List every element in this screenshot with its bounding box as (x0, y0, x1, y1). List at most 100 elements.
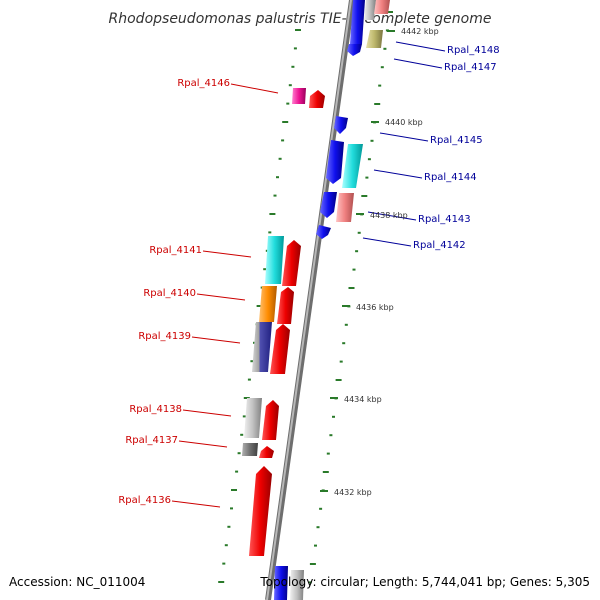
left-gene-labels: Rpal_4146 Rpal_4141 Rpal_4140 Rpal_4139 … (118, 78, 279, 508)
tick-mark (242, 415, 246, 418)
gene-block[interactable] (252, 322, 272, 372)
tick-mark (308, 581, 312, 584)
right-gene-labels: Rpal_4148 Rpal_4147 Rpal_4145 Rpal_4144 … (362, 41, 500, 251)
gene-block[interactable] (270, 324, 290, 374)
gene-label-rpal-4147[interactable]: Rpal_4147 (444, 62, 497, 73)
left-gene-features (242, 88, 325, 556)
tick-mark (295, 29, 301, 31)
gene-label-rpal-4139[interactable]: Rpal_4139 (138, 331, 191, 342)
gene-block[interactable] (249, 466, 272, 556)
tick-mark (222, 562, 226, 565)
tick-mark (316, 526, 320, 529)
tick-mark (335, 379, 342, 381)
gene-label-rpal-4146[interactable]: Rpal_4146 (177, 78, 230, 89)
gene-block[interactable] (244, 398, 262, 438)
gene-block[interactable] (364, 0, 376, 20)
gene-block[interactable] (374, 0, 390, 14)
tick-mark (326, 452, 330, 455)
tick-mark (243, 397, 250, 399)
tick-mark (309, 563, 316, 565)
tick-mark (365, 176, 369, 179)
gene-label-rpal-4136[interactable]: Rpal_4136 (118, 495, 171, 506)
tick-mark (250, 360, 254, 363)
gene-block[interactable] (282, 240, 301, 286)
tick-mark (288, 84, 292, 87)
gene-block[interactable] (342, 144, 363, 188)
gene-block[interactable] (292, 88, 306, 104)
kbp-label: 4436 kbp (356, 303, 394, 312)
gene-block[interactable] (334, 116, 348, 134)
tick-mark (227, 525, 231, 528)
gene-label-rpal-4148[interactable]: Rpal_4148 (447, 45, 500, 56)
gene-label-rpal-4141[interactable]: Rpal_4141 (149, 245, 202, 256)
kbp-label: 4434 kbp (344, 395, 382, 404)
tick-mark (281, 139, 285, 142)
gene-block[interactable] (242, 443, 258, 456)
kbp-label: 4442 kbp (401, 27, 439, 36)
tick-mark (230, 507, 233, 510)
tick-mark (329, 434, 333, 437)
gene-label-rpal-4145[interactable]: Rpal_4145 (430, 135, 483, 146)
tick-mark (286, 102, 290, 105)
gene-label-rpal-4143[interactable]: Rpal_4143 (418, 214, 471, 225)
tick-mark (339, 360, 343, 363)
gene-block[interactable] (259, 446, 274, 458)
tick-mark (269, 213, 276, 215)
tick-mark (231, 489, 237, 491)
tick-mark (357, 231, 361, 234)
tick-mark (355, 250, 359, 253)
tick-mark (332, 415, 335, 418)
tick-mark (235, 470, 239, 473)
gene-label-rpal-4140[interactable]: Rpal_4140 (143, 288, 196, 299)
gene-block[interactable] (265, 236, 284, 284)
gene-block[interactable] (309, 90, 325, 108)
gene-block[interactable] (290, 570, 304, 600)
genome-title: Rhodopseudomonas palustris TIE-1, comple… (109, 11, 492, 27)
tick-mark (319, 507, 323, 510)
kbp-label: 4438 kbp (370, 211, 408, 220)
accession-label: Accession: NC_011004 (9, 575, 145, 589)
gene-label-rpal-4142[interactable]: Rpal_4142 (413, 240, 466, 251)
tick-mark (352, 268, 356, 271)
gene-block[interactable] (366, 30, 383, 48)
gene-block[interactable] (316, 225, 331, 239)
tick-mark (263, 268, 267, 271)
tick-mark (322, 471, 329, 473)
tick-mark (370, 139, 374, 142)
gene-block[interactable] (326, 140, 344, 184)
genome-backbone-highlight (266, 0, 352, 600)
tick-mark (273, 194, 277, 197)
gene-block[interactable] (277, 287, 294, 324)
gene-block[interactable] (262, 400, 279, 440)
tick-mark (256, 305, 263, 307)
tick-mark (348, 287, 355, 289)
tick-mark (380, 66, 384, 69)
tick-mark (378, 84, 382, 87)
tick-mark (240, 433, 244, 436)
tick-mark (293, 47, 297, 50)
tick-mark (344, 323, 348, 326)
tick-mark (276, 176, 279, 179)
gene-block[interactable] (350, 0, 365, 44)
tick-mark (278, 157, 282, 160)
gene-block[interactable] (347, 44, 362, 56)
tick-mark (383, 47, 387, 50)
tick-mark (314, 544, 317, 547)
tick-mark (367, 158, 371, 161)
kbp-label: 4440 kbp (385, 118, 423, 127)
gene-label-rpal-4138[interactable]: Rpal_4138 (129, 404, 182, 415)
tick-mark (291, 65, 295, 68)
right-gene-features (274, 0, 390, 600)
tick-mark (247, 378, 251, 381)
gene-block[interactable] (259, 286, 277, 322)
tick-mark (342, 342, 346, 345)
gene-label-rpal-4137[interactable]: Rpal_4137 (125, 435, 178, 446)
kbp-scale: 4442 kbp 4440 kbp 4438 kbp 4436 kbp 4434… (320, 27, 439, 497)
gene-block[interactable] (336, 193, 354, 222)
tick-mark (374, 103, 381, 105)
gene-block[interactable] (274, 566, 288, 600)
gene-block[interactable] (320, 192, 337, 218)
tick-mark (268, 231, 272, 234)
gene-label-rpal-4144[interactable]: Rpal_4144 (424, 172, 477, 183)
